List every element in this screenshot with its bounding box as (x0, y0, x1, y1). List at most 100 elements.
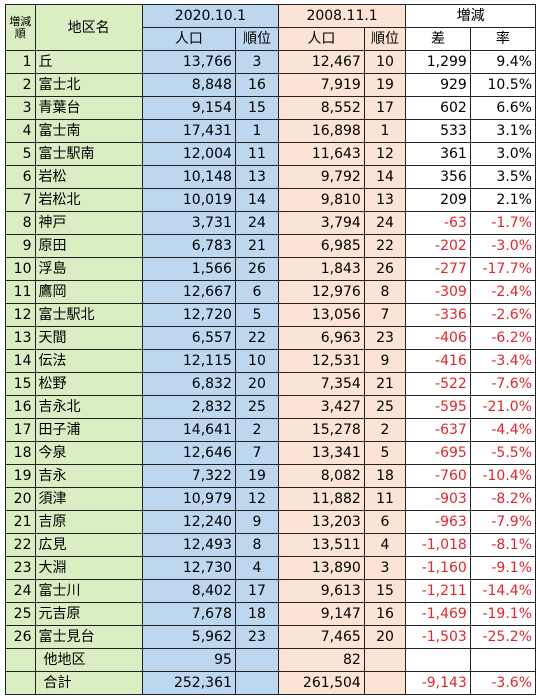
order-a-cell: 15 (234, 96, 280, 120)
order-a-cell: 8 (234, 533, 280, 557)
area-cell: 元吉原 (34, 602, 143, 626)
diff-cell: -416 (405, 349, 471, 373)
table-row: 14 伝法 12,115 10 12,531 9 -416 -3.4% (5, 349, 536, 373)
area-cell: 吉永 (34, 464, 143, 488)
area-cell: 広見 (34, 533, 143, 557)
pop-b-cell: 11,643 (278, 142, 365, 166)
area-cell: 富士駅南 (34, 142, 143, 166)
order-a-cell: 13 (234, 165, 280, 189)
pop-b-header: 人口 (278, 27, 365, 51)
area-cell: 富士北 (34, 73, 143, 97)
table-row: 22 広見 12,493 8 13,511 4 -1,018 -8.1% (5, 533, 536, 557)
pop-a-cell: 6,783 (141, 234, 236, 258)
order-b-cell: 14 (363, 165, 407, 189)
rank-cell: 14 (5, 349, 36, 373)
pop-b-cell: 3,427 (278, 395, 365, 419)
rank-cell: 5 (5, 142, 36, 166)
rate-cell: -19.1% (469, 602, 536, 626)
order-b-cell: 9 (363, 349, 407, 373)
pop-b-cell: 7,465 (278, 625, 365, 649)
area-cell: 浮島 (34, 257, 143, 281)
pop-a-cell: 9,154 (141, 96, 236, 120)
order-b-cell: 12 (363, 142, 407, 166)
order-b-header: 順位 (363, 27, 407, 51)
order-a-cell: 14 (234, 188, 280, 212)
order-a-cell: 6 (234, 280, 280, 304)
order-a-cell: 10 (234, 349, 280, 373)
table-row: 7 岩松北 10,019 14 9,810 13 209 2.1% (5, 188, 536, 212)
order-b-cell: 6 (363, 510, 407, 534)
order-b-cell: 26 (363, 257, 407, 281)
pop-a-cell: 2,832 (141, 395, 236, 419)
pop-b-cell: 8,552 (278, 96, 365, 120)
order-a-cell: 17 (234, 579, 280, 603)
order-b-cell: 25 (363, 395, 407, 419)
order-b-cell: 7 (363, 303, 407, 327)
area-cell: 原田 (34, 234, 143, 258)
diff-header: 差 (405, 27, 471, 51)
rank-cell: 19 (5, 464, 36, 488)
diff-cell: -63 (405, 211, 471, 235)
pop-b-cell: 13,890 (278, 556, 365, 580)
area-cell: 今泉 (34, 441, 143, 465)
table-row: 24 富士川 8,402 17 9,613 15 -1,211 -14.4% (5, 579, 536, 603)
table-row: 10 浮島 1,566 26 1,843 26 -277 -17.7% (5, 257, 536, 281)
diff-cell: -277 (405, 257, 471, 281)
pop-a-cell: 14,641 (141, 418, 236, 442)
rate-cell: -7.9% (469, 510, 536, 534)
order-b-cell: 4 (363, 533, 407, 557)
pop-a-cell: 6,832 (141, 372, 236, 396)
rate-cell: -9.1% (469, 556, 536, 580)
rank-cell: 26 (5, 625, 36, 649)
rank-cell: 6 (5, 165, 36, 189)
pop-a-cell: 7,322 (141, 464, 236, 488)
pop-b-cell: 8,082 (278, 464, 365, 488)
order-a-cell: 21 (234, 234, 280, 258)
rate-cell: 3.1% (469, 119, 536, 143)
diff-cell: -903 (405, 487, 471, 511)
diff-cell: -1,211 (405, 579, 471, 603)
rank-cell: 10 (5, 257, 36, 281)
table-row: 25 元吉原 7,678 18 9,147 16 -1,469 -19.1% (5, 602, 536, 626)
table-row: 17 田子浦 14,641 2 15,278 2 -637 -4.4% (5, 418, 536, 442)
area-cell: 伝法 (34, 349, 143, 373)
order-b-cell: 15 (363, 579, 407, 603)
diff-cell: 929 (405, 73, 471, 97)
pop-a-cell: 3,731 (141, 211, 236, 235)
area-cell: 鷹岡 (34, 280, 143, 304)
order-b-cell: 17 (363, 96, 407, 120)
pop-a-cell: 13,766 (141, 50, 236, 74)
order-a-cell: 24 (234, 211, 280, 235)
order-a-cell: 2 (234, 418, 280, 442)
pop-a-cell: 10,019 (141, 188, 236, 212)
pop-b-cell: 13,203 (278, 510, 365, 534)
other-pop-a: 95 (141, 648, 236, 672)
pop-a-cell: 12,004 (141, 142, 236, 166)
rank-cell: 2 (5, 73, 36, 97)
order-b-cell: 8 (363, 280, 407, 304)
rank-cell: 21 (5, 510, 36, 534)
order-b-cell: 20 (363, 625, 407, 649)
order-b-cell: 2 (363, 418, 407, 442)
rate-cell: 6.6% (469, 96, 536, 120)
order-a-cell: 1 (234, 119, 280, 143)
rank-cell: 22 (5, 533, 36, 557)
total-diff: -9,143 (405, 671, 471, 695)
other-row: 他地区 95 82 (5, 648, 536, 672)
pop-a-cell: 12,115 (141, 349, 236, 373)
rank-cell: 9 (5, 234, 36, 258)
order-a-cell: 5 (234, 303, 280, 327)
pop-a-cell: 1,566 (141, 257, 236, 281)
order-b-cell: 13 (363, 188, 407, 212)
area-cell: 吉原 (34, 510, 143, 534)
area-cell: 大淵 (34, 556, 143, 580)
order-b-cell: 3 (363, 556, 407, 580)
diff-cell: -595 (405, 395, 471, 419)
total-row: 合計 252,361 261,504 -9,143 -3.6% (5, 671, 536, 695)
diff-cell: -1,469 (405, 602, 471, 626)
pop-a-cell: 8,402 (141, 579, 236, 603)
total-label: 合計 (34, 671, 143, 695)
diff-cell: 533 (405, 119, 471, 143)
year-b-header: 2008.11.1 (278, 4, 407, 28)
pop-b-cell: 9,810 (278, 188, 365, 212)
